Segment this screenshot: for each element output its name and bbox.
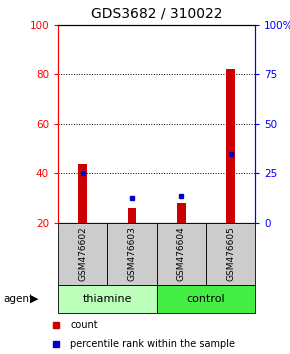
FancyBboxPatch shape [206, 223, 255, 285]
Text: GSM476605: GSM476605 [226, 227, 235, 281]
Text: ▶: ▶ [30, 294, 39, 304]
Text: GSM476604: GSM476604 [177, 227, 186, 281]
Title: GDS3682 / 310022: GDS3682 / 310022 [91, 7, 222, 21]
Text: agent: agent [3, 294, 33, 304]
Text: GSM476603: GSM476603 [127, 227, 137, 281]
Text: thiamine: thiamine [83, 294, 132, 304]
FancyBboxPatch shape [107, 223, 157, 285]
FancyBboxPatch shape [157, 285, 255, 313]
Bar [78, 164, 87, 223]
FancyBboxPatch shape [157, 223, 206, 285]
Text: count: count [70, 320, 98, 330]
Text: GSM476602: GSM476602 [78, 227, 87, 281]
FancyBboxPatch shape [58, 285, 157, 313]
Bar [226, 69, 235, 223]
Bar [177, 203, 186, 223]
Text: percentile rank within the sample: percentile rank within the sample [70, 339, 235, 349]
Bar [128, 208, 136, 223]
Text: control: control [186, 294, 225, 304]
FancyBboxPatch shape [58, 223, 107, 285]
